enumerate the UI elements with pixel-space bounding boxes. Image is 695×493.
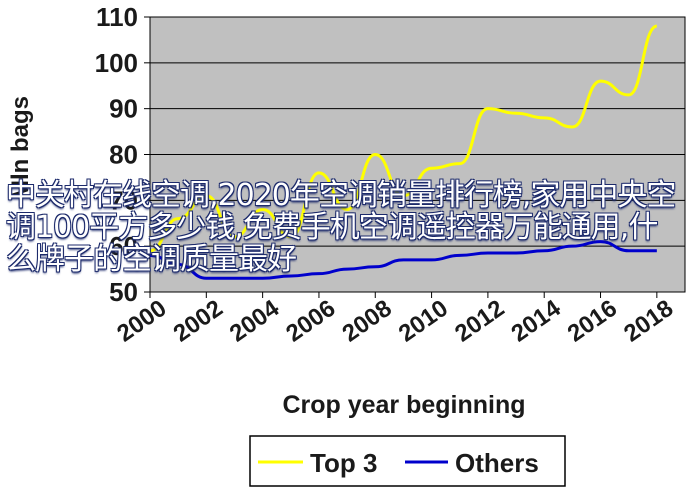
x-tick-label-2004: 2004 — [225, 294, 285, 347]
x-tick-label-2018: 2018 — [619, 295, 678, 348]
x-tick-label-2016: 2016 — [563, 295, 622, 348]
y-tick-label-90: 90 — [109, 94, 138, 124]
legend-label-others: Others — [455, 448, 539, 478]
y-tick-label-80: 80 — [109, 140, 138, 170]
series-line-top-3 — [149, 24, 658, 253]
x-tick-label-2012: 2012 — [450, 295, 509, 348]
y-tick-label-110: 110 — [96, 2, 138, 32]
y-tick-label-50: 50 — [109, 277, 138, 307]
x-axis-title: Crop year beginning — [282, 391, 525, 419]
legend: Top 3 Others — [249, 435, 566, 487]
x-tick-label-2014: 2014 — [506, 294, 566, 347]
y-tick-label-60: 60 — [109, 231, 138, 261]
y-axis-ticks: 50 60 70 80 90 100 110 — [95, 2, 150, 307]
legend-label-top-3: Top 3 — [310, 448, 377, 478]
x-tick-label-2006: 2006 — [281, 295, 340, 348]
series-lines — [149, 24, 658, 280]
y-tick-label-100: 100 — [95, 48, 138, 78]
gridlines — [150, 62, 685, 247]
y-axis-title: Mln bags — [7, 96, 34, 200]
x-tick-label-2002: 2002 — [169, 295, 228, 348]
x-tick-label-2010: 2010 — [394, 295, 453, 348]
overlay-watermark-text: 中关村在线空调,2020年空调销量排行榜,家用中央空调100平方多少钱,免费手机… — [6, 178, 676, 277]
series-line-others — [149, 240, 657, 280]
x-tick-label-2008: 2008 — [337, 295, 396, 348]
y-tick-label-70: 70 — [109, 185, 138, 215]
